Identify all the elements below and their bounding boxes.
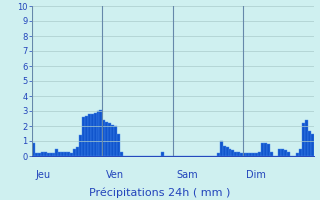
Bar <box>255 153 258 156</box>
Bar <box>79 135 82 156</box>
Bar <box>67 152 70 156</box>
Bar <box>267 144 270 156</box>
Bar <box>246 153 249 156</box>
Bar <box>261 142 264 156</box>
Text: Sam: Sam <box>176 170 198 180</box>
Bar <box>97 111 100 156</box>
Bar <box>50 153 52 156</box>
Bar <box>85 116 88 156</box>
Bar <box>299 148 302 156</box>
Bar <box>284 150 287 156</box>
Text: Dim: Dim <box>246 170 266 180</box>
Bar <box>70 153 73 156</box>
Bar <box>88 114 91 156</box>
Bar <box>111 124 114 156</box>
Bar <box>117 134 120 156</box>
Bar <box>311 134 314 156</box>
Bar <box>44 152 47 156</box>
Bar <box>64 152 67 156</box>
Bar <box>258 152 261 156</box>
Bar <box>94 112 97 156</box>
Bar <box>105 121 108 156</box>
Text: Jeu: Jeu <box>35 170 50 180</box>
Bar <box>91 114 94 156</box>
Bar <box>102 120 105 156</box>
Bar <box>220 141 223 156</box>
Bar <box>32 142 35 156</box>
Bar <box>264 142 267 156</box>
Bar <box>296 153 299 156</box>
Bar <box>73 148 76 156</box>
Bar <box>249 153 252 156</box>
Bar <box>120 152 123 156</box>
Bar <box>240 153 243 156</box>
Bar <box>226 147 228 156</box>
Bar <box>281 148 284 156</box>
Bar <box>231 150 235 156</box>
Bar <box>305 120 308 156</box>
Bar <box>52 153 55 156</box>
Bar <box>217 153 220 156</box>
Bar <box>100 110 102 156</box>
Bar <box>308 130 311 156</box>
Bar <box>38 153 41 156</box>
Bar <box>223 146 226 156</box>
Bar <box>47 153 50 156</box>
Bar <box>228 148 231 156</box>
Bar <box>114 126 117 156</box>
Bar <box>270 152 273 156</box>
Bar <box>302 123 305 156</box>
Bar <box>41 152 44 156</box>
Bar <box>278 148 281 156</box>
Bar <box>252 153 255 156</box>
Text: Ven: Ven <box>106 170 124 180</box>
Bar <box>237 152 240 156</box>
Bar <box>76 147 79 156</box>
Text: Précipitations 24h ( mm ): Précipitations 24h ( mm ) <box>89 188 231 198</box>
Bar <box>287 152 290 156</box>
Bar <box>108 123 111 156</box>
Bar <box>82 117 85 156</box>
Bar <box>55 148 59 156</box>
Bar <box>234 152 237 156</box>
Bar <box>35 153 38 156</box>
Bar <box>59 152 61 156</box>
Bar <box>161 152 164 156</box>
Bar <box>243 153 246 156</box>
Bar <box>61 152 64 156</box>
